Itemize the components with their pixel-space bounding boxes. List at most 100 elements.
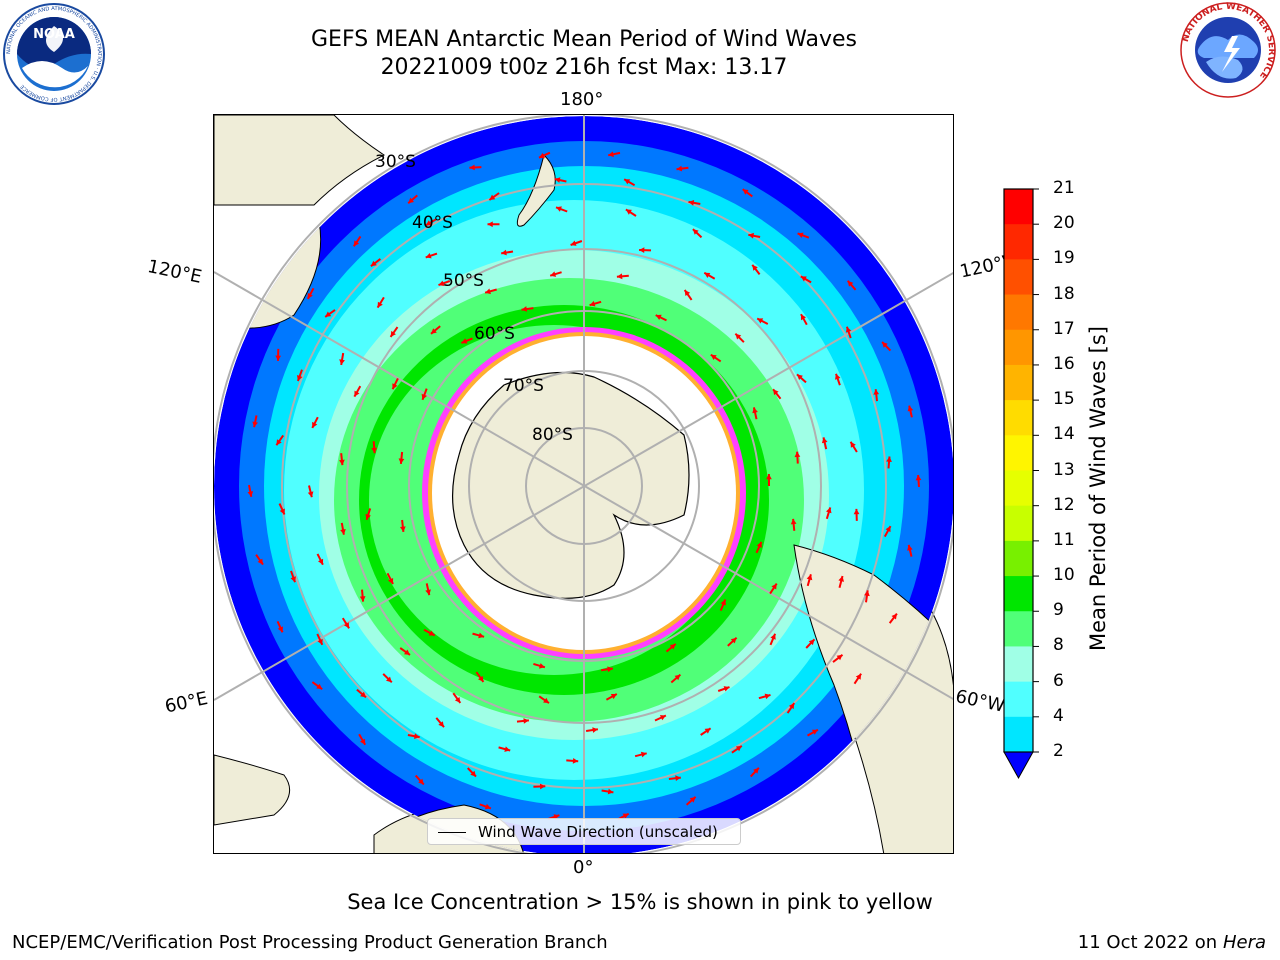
lat-label-40: 40°S <box>412 213 453 233</box>
wind-arrow-head <box>428 630 435 636</box>
nws-logo-icon: NATIONAL WEATHER SERVICE <box>1178 0 1278 100</box>
wind-arrow-head <box>766 474 772 480</box>
wind-arrow-head <box>886 456 892 462</box>
wind-arrow-head <box>478 632 485 639</box>
wind-arrow-head <box>257 558 263 565</box>
wind-arrow-head <box>692 229 699 235</box>
wind-arrow-head <box>489 194 496 200</box>
wind-arrow-head <box>325 311 332 317</box>
wind-arrow-head <box>554 177 561 183</box>
wind-arrow-head <box>307 292 313 299</box>
wind-arrow-head <box>252 421 258 428</box>
wind-arrow-head <box>275 355 281 361</box>
lat-label-50: 50°S <box>443 271 484 291</box>
wind-arrow-head <box>470 770 476 777</box>
noaa-logo-icon: NOAA NATIONAL OCEANIC AND ATMOSPHERIC AD… <box>2 2 106 106</box>
wind-arrow-head <box>572 758 579 764</box>
colorbar-tick-label: 10 <box>1053 565 1075 586</box>
wind-arrow-head <box>797 232 804 238</box>
lat-label-60: 60°S <box>474 324 515 344</box>
colorbar-segment <box>1004 470 1033 507</box>
wind-arrow-head <box>360 691 366 698</box>
graticule-meridians <box>214 115 953 853</box>
colorbar-tick-label: 8 <box>1053 635 1064 656</box>
wind-arrow-head <box>340 529 346 535</box>
land-antarctica <box>452 371 690 599</box>
colorbar-segment <box>1004 681 1033 718</box>
wind-arrow-head <box>469 164 475 171</box>
wind-arrow-head <box>400 526 406 532</box>
colorbar-tick-label: 9 <box>1053 600 1064 621</box>
wind-arrow-head <box>438 721 444 728</box>
wind-arrow-head <box>539 663 545 669</box>
wind-arrow-head <box>836 654 843 661</box>
legend-label: Wind Wave Direction (unscaled) <box>478 823 718 841</box>
lat-label-70: 70°S <box>503 376 544 396</box>
wind-arrow-head <box>312 421 318 428</box>
colorbar-segment <box>1004 435 1033 471</box>
wind-arrow-head <box>891 613 897 620</box>
footer-date: 11 Oct 2022 on Hera <box>1078 932 1266 953</box>
wind-arrow-head <box>723 686 730 692</box>
wind-arrow-head <box>610 694 617 700</box>
colorbar-segment <box>1004 294 1033 331</box>
wind-arrow-head <box>307 491 314 498</box>
wind-arrow-head <box>752 407 758 414</box>
wind-arrow-head <box>907 544 913 551</box>
wind-arrow-head <box>485 288 491 295</box>
colorbar-extend-triangle <box>1003 751 1034 780</box>
wind-arrow-head <box>885 526 891 533</box>
wind-arrow-head <box>659 715 666 721</box>
wind-arrow-head <box>838 576 844 582</box>
legend-line-icon <box>438 832 466 833</box>
wind-arrow-head <box>735 333 742 340</box>
wind-arrow-head <box>354 390 360 397</box>
colorbar-tick-label: 6 <box>1053 670 1064 691</box>
land-australia-corner <box>214 115 385 206</box>
wind-arrow-head <box>607 666 613 673</box>
wind-arrow-head <box>625 209 632 215</box>
wind-arrow-head <box>800 276 807 282</box>
wind-arrow-head <box>388 578 394 584</box>
wind-arrow-head <box>277 626 283 633</box>
map-svg <box>214 115 953 853</box>
wind-arrow-head <box>764 693 771 700</box>
wind-arrow-head <box>801 314 806 321</box>
wind-arrow-head <box>353 240 360 247</box>
wind-arrow-head <box>821 437 828 444</box>
wind-arrow-head <box>915 475 922 481</box>
wind-arrow-head <box>377 301 383 308</box>
wind-arrow-head <box>720 599 726 606</box>
wind-arrow-head <box>386 676 392 683</box>
colorbar-segment <box>1004 224 1033 260</box>
wind-arrow-head <box>431 328 437 334</box>
wind-arrow-head <box>624 179 631 185</box>
wind-arrow-head <box>639 247 645 253</box>
colorbar-segment <box>1004 716 1033 753</box>
wind-arrow-head <box>850 441 856 448</box>
wind-arrow-head <box>279 508 285 515</box>
wind-arrow-head <box>523 718 529 724</box>
wind-arrow-head <box>339 459 345 466</box>
wind-arrow-head <box>478 675 484 682</box>
wind-arrow-head <box>752 264 758 271</box>
wind-arrow-head <box>855 673 862 680</box>
wind-arrow-head <box>247 491 254 497</box>
wind-arrow-head <box>806 574 813 581</box>
wind-arrow-head <box>688 200 695 206</box>
colorbar-tick-label: 21 <box>1053 178 1075 198</box>
wind-arrow-head <box>360 738 366 745</box>
wind-arrow-head <box>316 683 323 690</box>
lon-label-lower-left: 60°E <box>163 688 210 718</box>
wind-arrow-head <box>371 447 378 454</box>
wind-arrow-head <box>592 727 598 733</box>
wind-arrow-head <box>390 330 396 337</box>
wind-arrow-head <box>704 728 711 734</box>
wind-arrow-head <box>907 405 914 412</box>
colorbar-segment <box>1004 611 1033 647</box>
wind-arrow-head <box>797 374 803 380</box>
wind-arrow-head <box>748 232 754 239</box>
wind-arrow-head <box>484 803 491 810</box>
wind-arrow-head <box>607 788 614 795</box>
wind-arrow-head <box>873 389 880 395</box>
